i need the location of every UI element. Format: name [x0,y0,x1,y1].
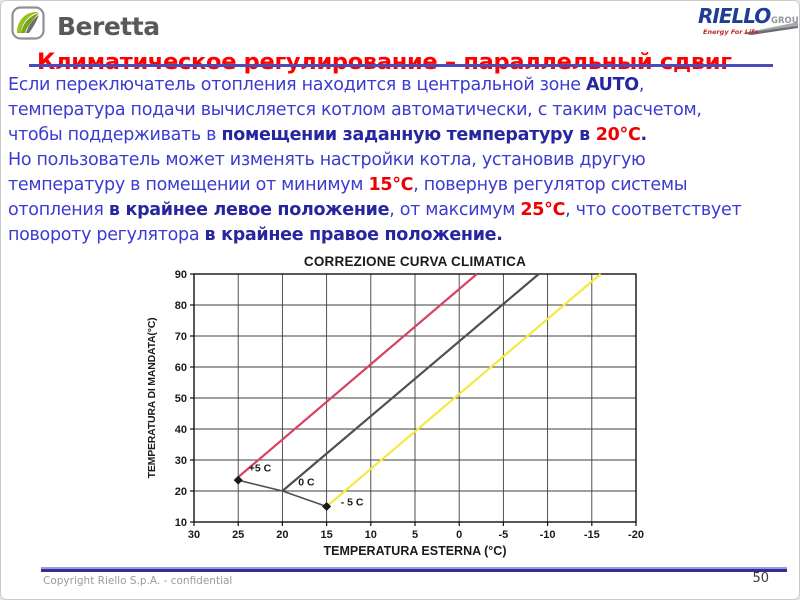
svg-text:0 C: 0 C [298,476,315,488]
body-run: чтобы поддерживать в [8,125,222,145]
svg-text:20: 20 [175,486,187,498]
chart-canvas: 30 25 20 15 10 5 0 -5 -10 -15 -2090807060504030201… [146,254,644,558]
body-run: , повернув регулятор системы [413,175,688,195]
riello-group-text: GROUP [771,16,799,26]
body-line: Но пользователь может изменять настройки… [8,148,796,173]
svg-text:-20: -20 [628,529,644,541]
riello-logo-text: RIELLO [698,4,771,28]
svg-text:20: 20 [276,529,288,541]
body-run: Но пользователь может изменять настройки… [8,150,646,170]
svg-text:40: 40 [175,424,187,436]
beretta-logo-text: Beretta [57,12,160,41]
body-run: 25°C [520,200,566,220]
svg-text:60: 60 [175,362,187,374]
svg-text:0: 0 [456,529,462,541]
svg-text:25: 25 [232,529,244,541]
svg-text:50: 50 [175,393,187,405]
body-run: 15°C [368,175,414,195]
footer-divider [41,567,787,572]
body-run: , от максимум [389,200,521,220]
svg-text:90: 90 [175,269,187,281]
page-number: 50 [752,571,769,586]
svg-text:CORREZIONE CURVA CLIMATICA: CORREZIONE CURVA CLIMATICA [304,254,526,269]
body-line: чтобы поддерживать в помещении заданную … [8,123,796,148]
body-run: в крайнее правое положение. [204,225,503,245]
body-run: Если переключатель отопления находится в… [8,75,586,95]
body-run: повороту регулятора [8,225,205,245]
svg-text:30: 30 [188,529,200,541]
svg-text:70: 70 [175,331,187,343]
body-run: температура подачи вычисляется котлом ав… [8,100,702,120]
climatic-curve-chart: 30 25 20 15 10 5 0 -5 -10 -15 -20 90 80 70 60 50 40 30 20 1… [141,249,661,561]
riello-group-logo: RIELLO GROUP Energy For Life [698,4,799,36]
beretta-leaf-icon [11,6,45,40]
body-run: помещении заданную температуру в [221,125,596,145]
body-run: , [638,75,645,95]
body-line: Если переключатель отопления находится в… [8,73,796,98]
svg-text:+5 C: +5 C [249,462,272,474]
svg-text:-5: -5 [499,529,509,541]
svg-text:10: 10 [365,529,377,541]
svg-text:TEMPERATURA DI MANDATA(°C): TEMPERATURA DI MANDATA(°C) [146,318,158,479]
svg-text:10: 10 [175,517,187,529]
beretta-logo: Beretta [11,6,211,42]
svg-text:5: 5 [412,529,418,541]
svg-text:TEMPERATURA ESTERNA (°C): TEMPERATURA ESTERNA (°C) [323,544,506,558]
body-run: отопления [8,200,109,220]
body-run: в крайнее левое положение [108,200,390,220]
svg-text:-10: -10 [540,529,556,541]
title-underline [29,64,773,67]
copyright-text: Copyright Riello S.p.A. - confidential [43,575,233,587]
body-line: отопления в крайнее левое положение, от … [8,198,796,223]
svg-text:15: 15 [320,529,332,541]
body-line: температуру в помещении от минимум 15°C,… [8,173,796,198]
body-run: AUTO [585,75,639,95]
page-title: Климатическое регулирование – параллельн… [37,49,732,76]
body-run: температуру в помещении от минимум [8,175,369,195]
body-line: температура подачи вычисляется котлом ав… [8,98,796,123]
svg-text:80: 80 [175,300,187,312]
svg-text:-15: -15 [584,529,600,541]
svg-text:30: 30 [175,455,187,467]
riello-tagline: Energy For Life [703,28,759,36]
body-run: 20°C [595,125,641,145]
body-run: , что соответствует [565,200,742,220]
body-run: . [640,125,648,145]
svg-text:- 5 C: - 5 C [341,497,364,509]
body-line: повороту регулятора в крайнее правое пол… [8,223,796,248]
body-text: Если переключатель отопления находится в… [8,73,796,248]
